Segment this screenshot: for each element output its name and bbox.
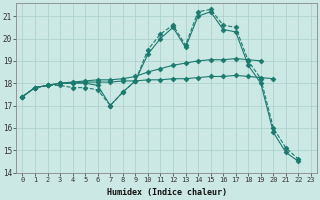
X-axis label: Humidex (Indice chaleur): Humidex (Indice chaleur) xyxy=(107,188,227,197)
